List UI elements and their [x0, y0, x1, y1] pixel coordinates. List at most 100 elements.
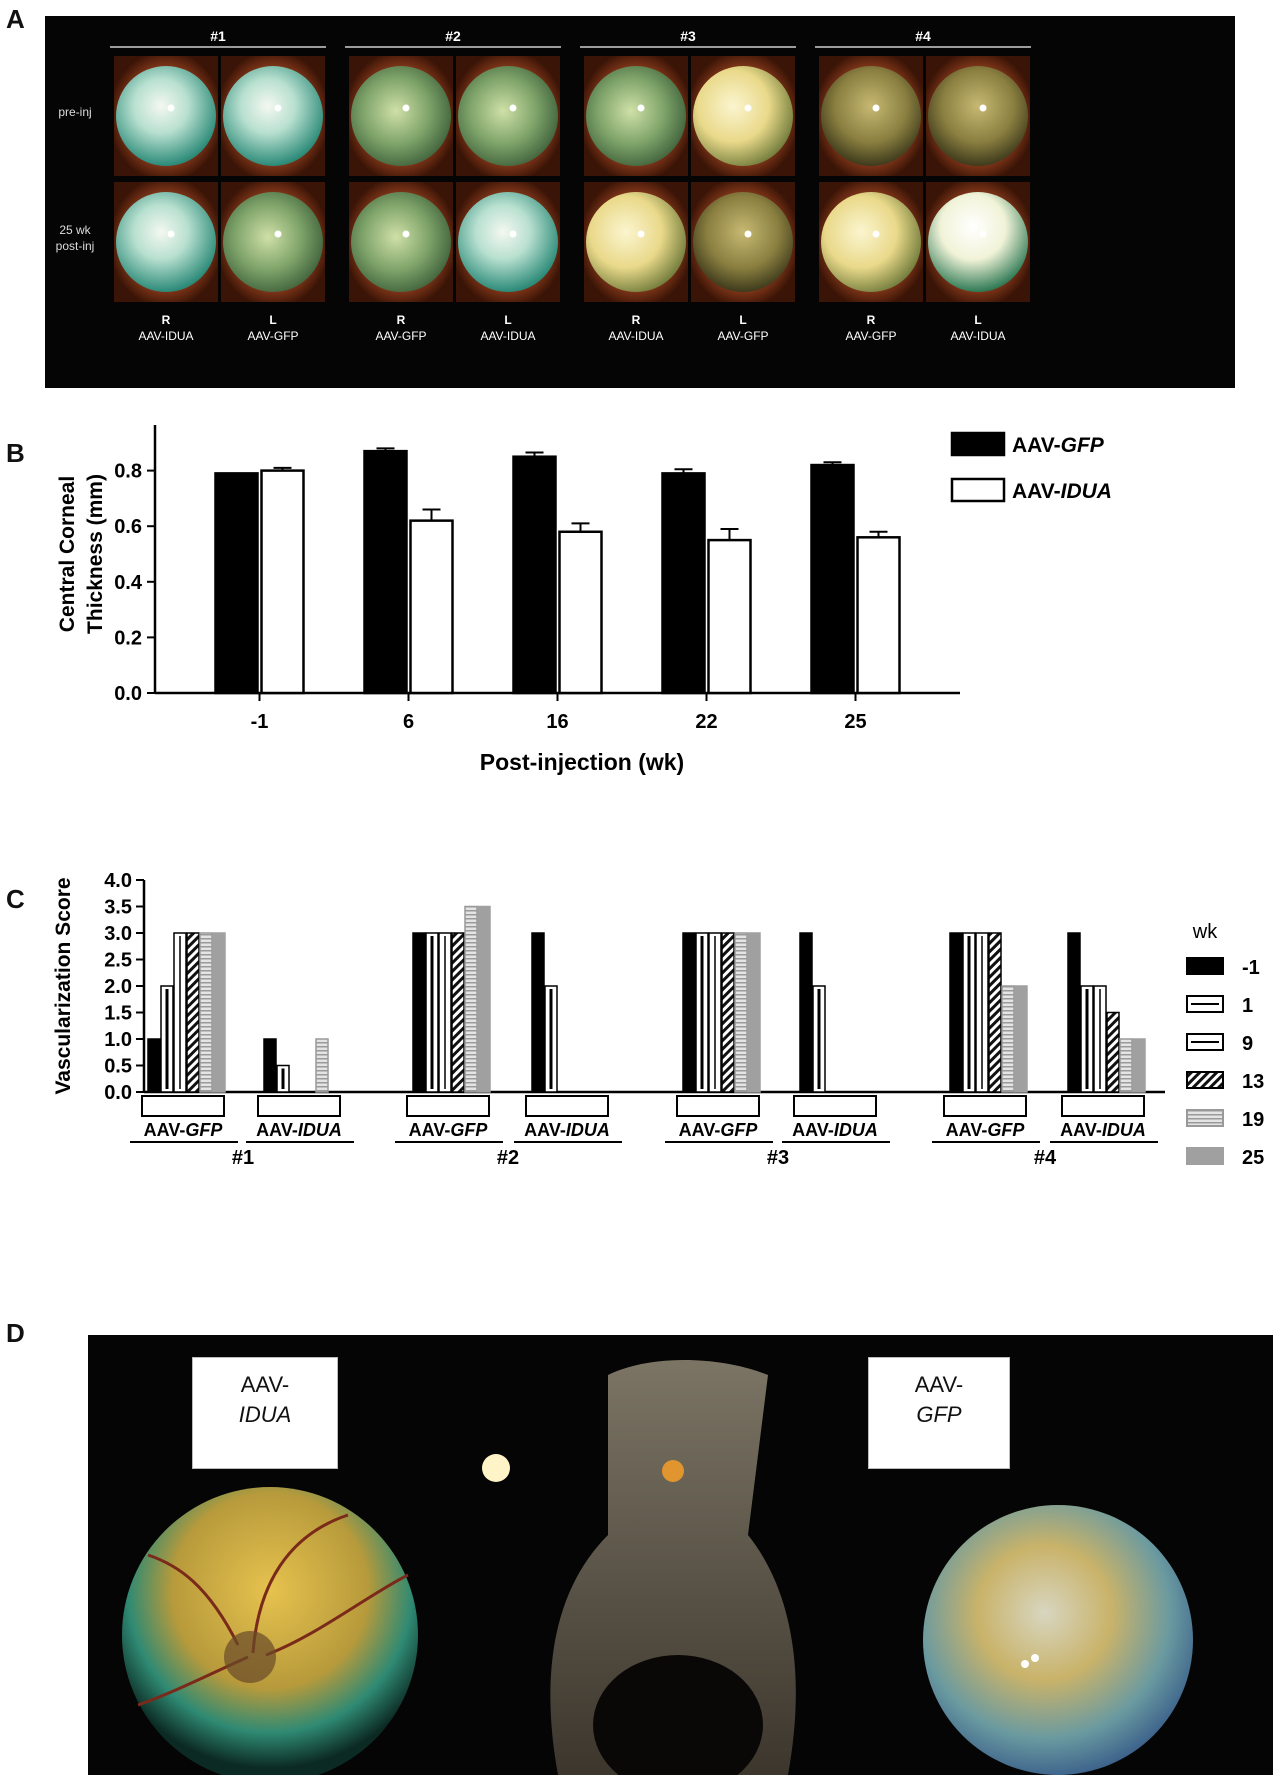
bar-aav-idua [409, 519, 454, 695]
legend-label-gene: GFP [1061, 434, 1105, 457]
fundus-image-gfp [923, 1505, 1193, 1775]
subgroup-bracket [257, 1095, 341, 1117]
subgroup-bracket [406, 1095, 490, 1117]
subgroup-label-prefix: AAV- [792, 1120, 834, 1140]
score-bar-wk-1 [949, 932, 963, 1093]
score-bar-wk13 [988, 932, 1002, 1093]
animal-group-label: #4 [1034, 1147, 1057, 1169]
bar-aav-gfp [363, 449, 408, 695]
light-reflex [637, 230, 645, 238]
group-label: #2 [445, 28, 461, 44]
score-bar-wk-1 [682, 932, 696, 1093]
y-tick-label: 0.0 [104, 1082, 132, 1104]
subgroup-label: AAV-IDUA [1060, 1120, 1146, 1140]
score-bar-wk-1 [147, 1038, 161, 1093]
score-bar-wk25 [1132, 1038, 1146, 1093]
eye-side-label: L [974, 313, 981, 327]
light-reflex [637, 104, 645, 112]
vector-label: AAV-IDUA [950, 329, 1005, 343]
bar-aav-idua [856, 536, 901, 695]
legend-label: 9 [1242, 1033, 1253, 1055]
right-eye-reflection [662, 1460, 684, 1482]
y-tick-label: 1.0 [104, 1029, 132, 1051]
panel-a-photo-grid: #1 #2 #3 #4 pre-inj 25 wk post-inj R AAV-IDUA L AA… [45, 16, 1235, 388]
label-idua-line2: IDUA [238, 1402, 292, 1427]
light-reflex [872, 230, 880, 238]
score-bar-wk13 [721, 932, 735, 1093]
row-label-pre: pre-inj [58, 105, 91, 119]
legend-swatch [1186, 957, 1224, 975]
score-bar-wk25 [477, 905, 491, 1093]
panel-letter-d: D [6, 1318, 25, 1348]
animal-group-label: #3 [767, 1147, 789, 1169]
y-tick-label: 0.2 [114, 627, 142, 649]
subgroup-label-gene: IDUA [834, 1120, 878, 1140]
subgroup-label-gene: IDUA [298, 1120, 342, 1140]
legend-swatch [1186, 1147, 1224, 1165]
legend-swatch [950, 477, 1006, 503]
legend-label: AAV-GFP [1012, 434, 1105, 457]
vector-label: AAV-IDUA [608, 329, 663, 343]
light-reflex [402, 104, 410, 112]
y-tick-label: 0.4 [114, 572, 143, 594]
cornea-photo [928, 192, 1028, 292]
y-tick-label: 0.5 [104, 1056, 132, 1078]
bar-aav-idua [707, 538, 752, 695]
score-bar-wk-1 [1067, 932, 1081, 1093]
subgroup-bracket [1061, 1095, 1145, 1117]
x-tick-label: 22 [695, 711, 717, 733]
label-box-gfp: AAV- GFP [868, 1357, 1010, 1469]
y-tick-label: 4.0 [104, 870, 132, 892]
bar-aav-gfp [810, 463, 855, 695]
panel-letter-a: A [6, 4, 25, 34]
subgroup-label: AAV-IDUA [256, 1120, 342, 1140]
legend-label-prefix: AAV- [1012, 434, 1061, 457]
score-bar-wk-1 [799, 932, 813, 1093]
light-reflex [274, 104, 282, 112]
cornea-photo [116, 192, 216, 292]
legend-label: 13 [1242, 1071, 1264, 1093]
eye-side-label: R [632, 313, 641, 327]
fundus-image-idua [122, 1487, 418, 1775]
score-bar-wk-1 [412, 932, 426, 1093]
legend-swatch [950, 431, 1006, 457]
subgroup-label-gene: GFP [720, 1120, 758, 1140]
score-bar-wk25 [747, 932, 761, 1093]
score-bar-wk-1 [263, 1038, 277, 1093]
x-tick-label: -1 [251, 711, 269, 733]
light-reflex [274, 230, 282, 238]
y-axis-label: Vascularization Score [52, 877, 75, 1094]
row-label-post-line1: 25 wk [59, 223, 91, 237]
light-reflex [979, 104, 987, 112]
subgroup-label-prefix: AAV- [256, 1120, 298, 1140]
y-axis-label-line: Thickness (mm) [84, 474, 107, 634]
panel-letter-b: B [6, 438, 25, 468]
fundus-reflex-1 [1021, 1660, 1029, 1668]
y-tick-label: 2.5 [104, 950, 132, 972]
subgroup-label: AAV-GFP [409, 1120, 489, 1140]
y-tick-label: 1.0 [114, 425, 142, 427]
group-label: #4 [915, 28, 931, 44]
y-axis-label-line: Central Corneal [56, 476, 79, 632]
eye-side-label: R [162, 313, 171, 327]
fundus-vessels [137, 1513, 409, 1707]
cornea-photo [821, 192, 921, 292]
y-axis-label: Central Corneal Thickness (mm) [56, 474, 107, 634]
subgroup-label-prefix: AAV- [144, 1120, 186, 1140]
score-bar-wk19 [464, 905, 478, 1093]
panel-d-fundus-photos: AAV- IDUA AAV- GFP [88, 1335, 1273, 1775]
eye-side-label: L [504, 313, 511, 327]
score-bar-wk19 [315, 1038, 329, 1093]
panel-a-svg: #1 #2 #3 #4 pre-inj 25 wk post-inj R AAV-IDUA L AA… [56, 28, 1031, 343]
light-reflex [872, 104, 880, 112]
subgroup-label-gene: IDUA [1102, 1120, 1146, 1140]
cornea-photo [116, 66, 216, 166]
subgroup-label: AAV-IDUA [792, 1120, 878, 1140]
bar-aav-gfp [214, 472, 259, 695]
subgroup-label-prefix: AAV- [524, 1120, 566, 1140]
panel-d-svg [122, 1360, 1193, 1775]
subgroup-bracket [676, 1095, 760, 1117]
score-bar-wk19 [734, 932, 748, 1093]
y-tick-label: 2.0 [104, 976, 132, 998]
cornea-photo [458, 66, 558, 166]
